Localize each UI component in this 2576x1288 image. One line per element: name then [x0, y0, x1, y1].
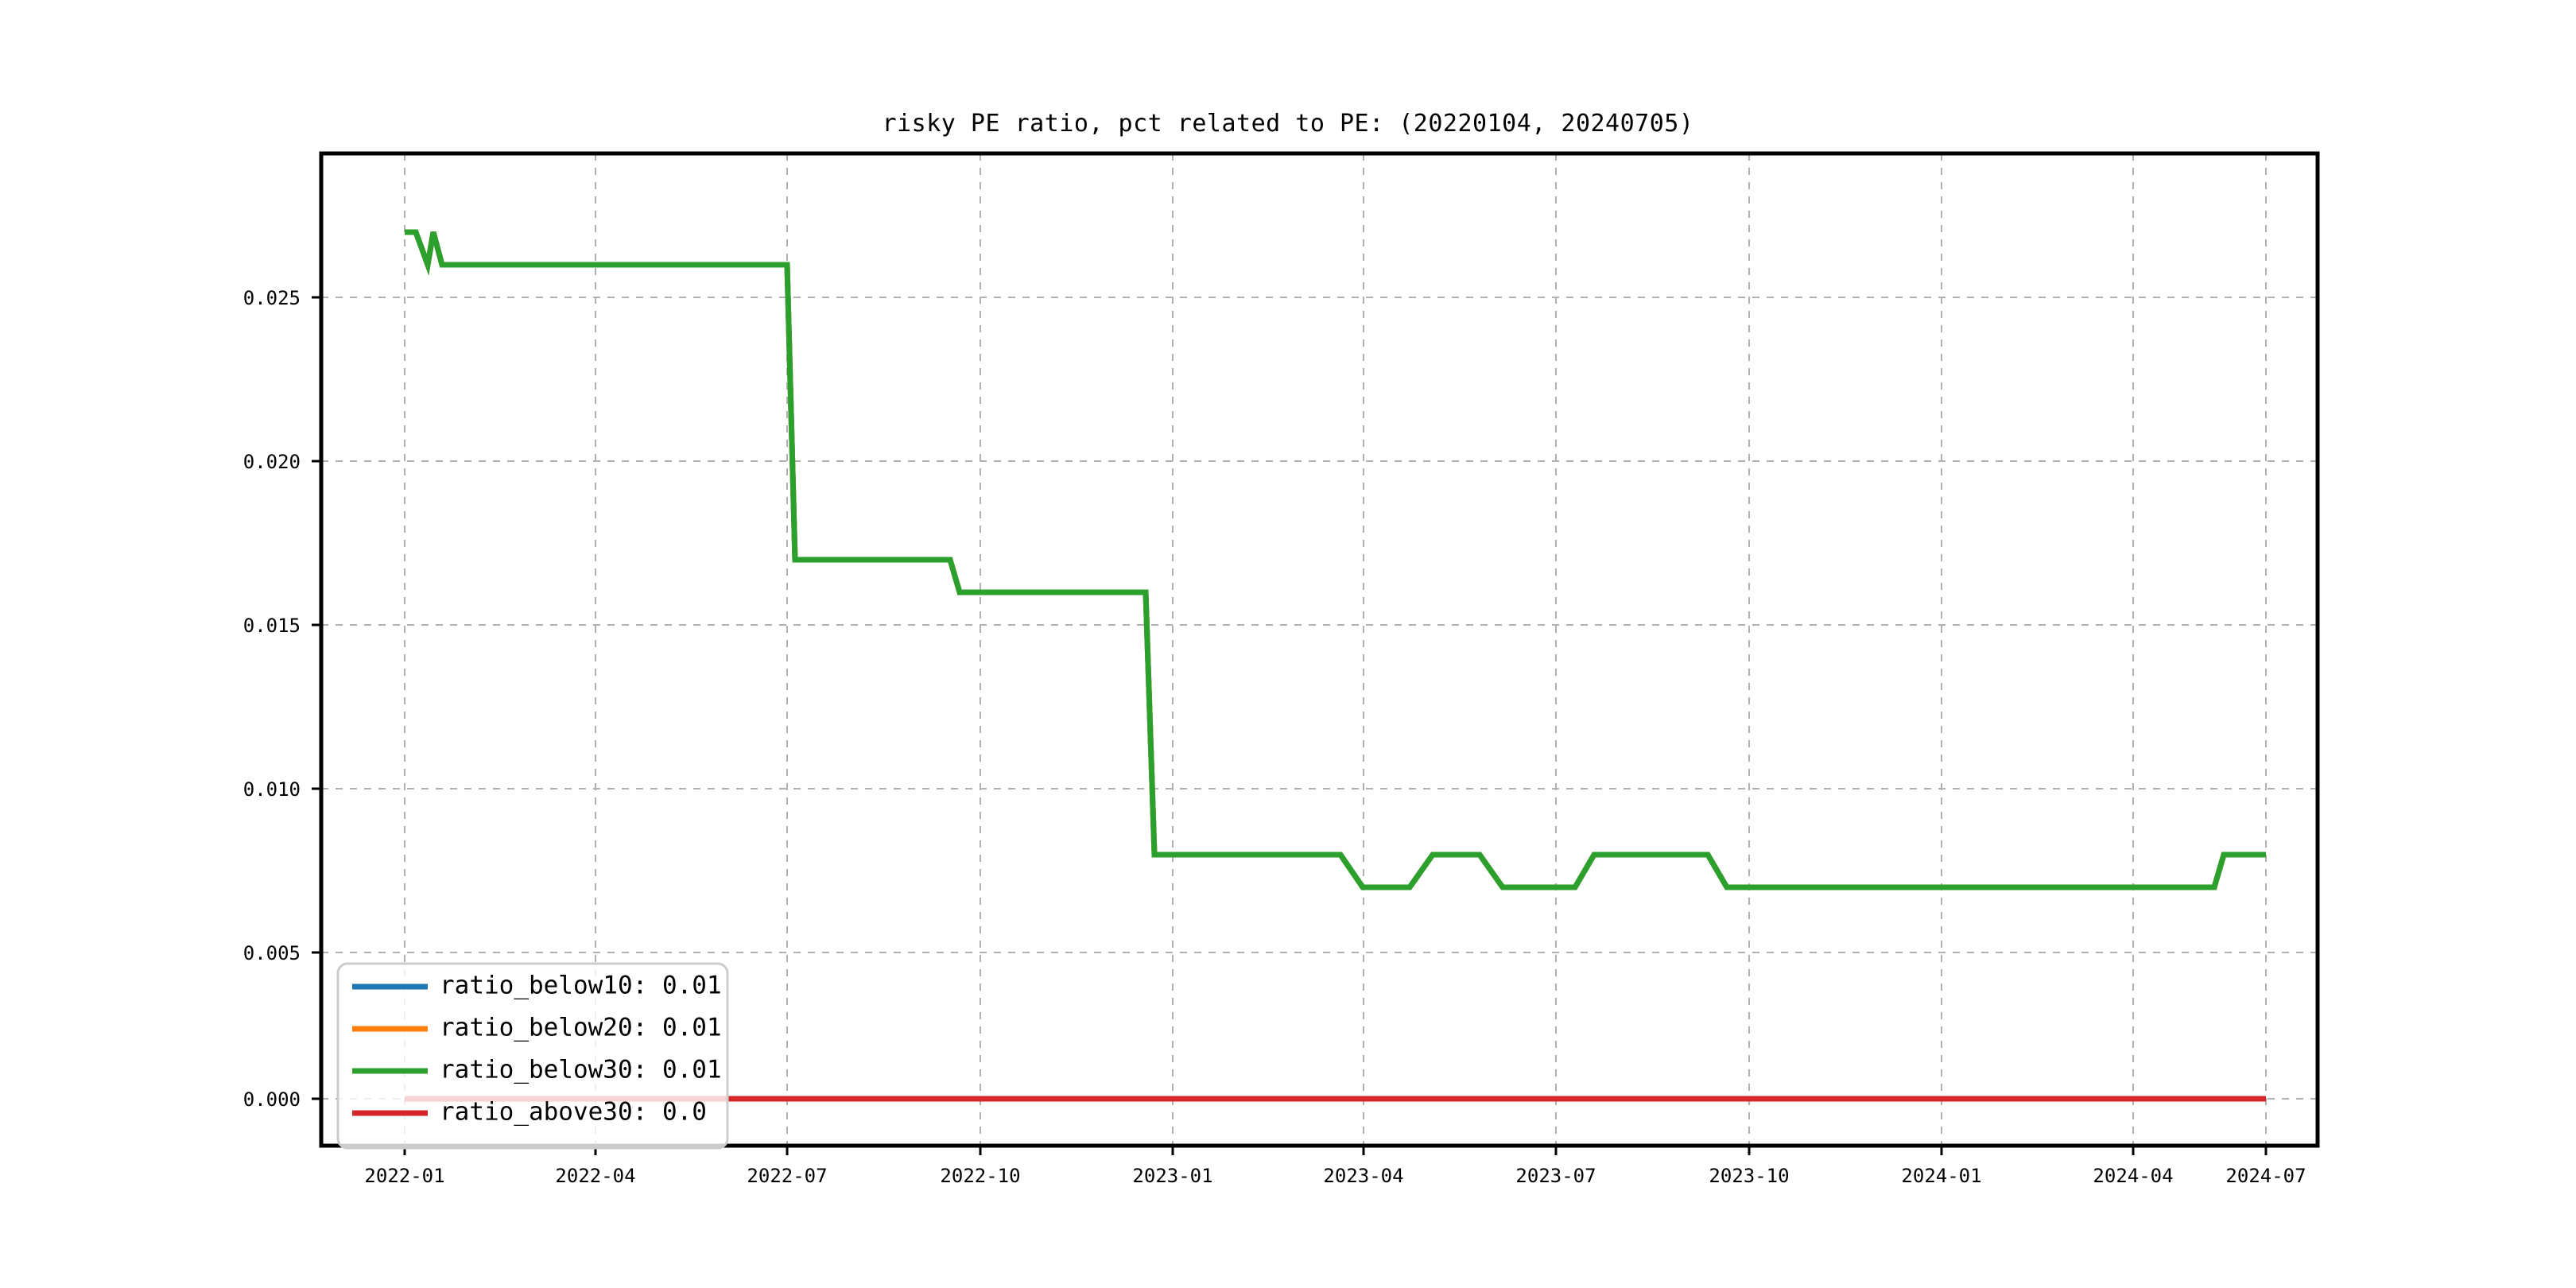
legend-item-ratio_above30[interactable]: ratio_above30: 0.0	[352, 1098, 707, 1127]
y-tick-labels: 0.000 0.005 0.010 0.015 0.020 0.025	[243, 287, 301, 1111]
legend-box	[336, 962, 729, 1150]
x-tick-label: 2023-04	[1323, 1165, 1403, 1187]
x-tick-label: 2022-04	[555, 1165, 635, 1187]
y-tick-label: 0.015	[243, 615, 301, 637]
x-tick-label: 2022-07	[747, 1165, 827, 1187]
legend-item-label: ratio_below30: 0.01	[440, 1056, 722, 1084]
series-ratio_below30	[405, 229, 2266, 890]
x-tick-label: 2023-10	[1709, 1165, 1789, 1187]
x-tick-label: 2023-01	[1132, 1165, 1212, 1187]
y-tick-label: 0.020	[243, 451, 301, 473]
x-tick-label: 2023-07	[1515, 1165, 1596, 1187]
x-tick-label: 2022-01	[364, 1165, 444, 1187]
x-tick-label: 2024-07	[2225, 1165, 2306, 1187]
chart-title: risky PE ratio, pct related to PE: (2022…	[882, 110, 1694, 138]
x-tick-label: 2024-01	[1901, 1165, 1981, 1187]
legend-item-ratio_below10[interactable]: ratio_below10: 0.01	[352, 972, 722, 1000]
x-tick-label: 2024-04	[2093, 1165, 2173, 1187]
x-tick-label: 2022-10	[940, 1165, 1020, 1187]
y-tick-label: 0.005	[243, 942, 301, 964]
y-tick-label: 0.025	[243, 287, 301, 309]
legend-item-ratio_below20[interactable]: ratio_below20: 0.01	[352, 1014, 722, 1042]
axes-frame	[319, 151, 2320, 1148]
legend-item-label: ratio_above30: 0.0	[440, 1098, 707, 1127]
y-tick-label: 0.010	[243, 778, 301, 801]
x-ticks	[403, 1146, 2268, 1155]
legend-item-ratio_below30[interactable]: ratio_below30: 0.01	[352, 1056, 722, 1084]
y-ticks	[312, 296, 321, 1100]
x-tick-labels: 2022-01 2022-04 2022-07 2022-10 2023-01 …	[364, 1165, 2306, 1187]
chart-legend[interactable]: ratio_below10: 0.01 ratio_below20: 0.01 …	[336, 962, 729, 1150]
y-tick-label: 0.000	[243, 1088, 301, 1111]
legend-item-label: ratio_below20: 0.01	[440, 1014, 722, 1042]
legend-item-label: ratio_below10: 0.01	[440, 972, 722, 1000]
